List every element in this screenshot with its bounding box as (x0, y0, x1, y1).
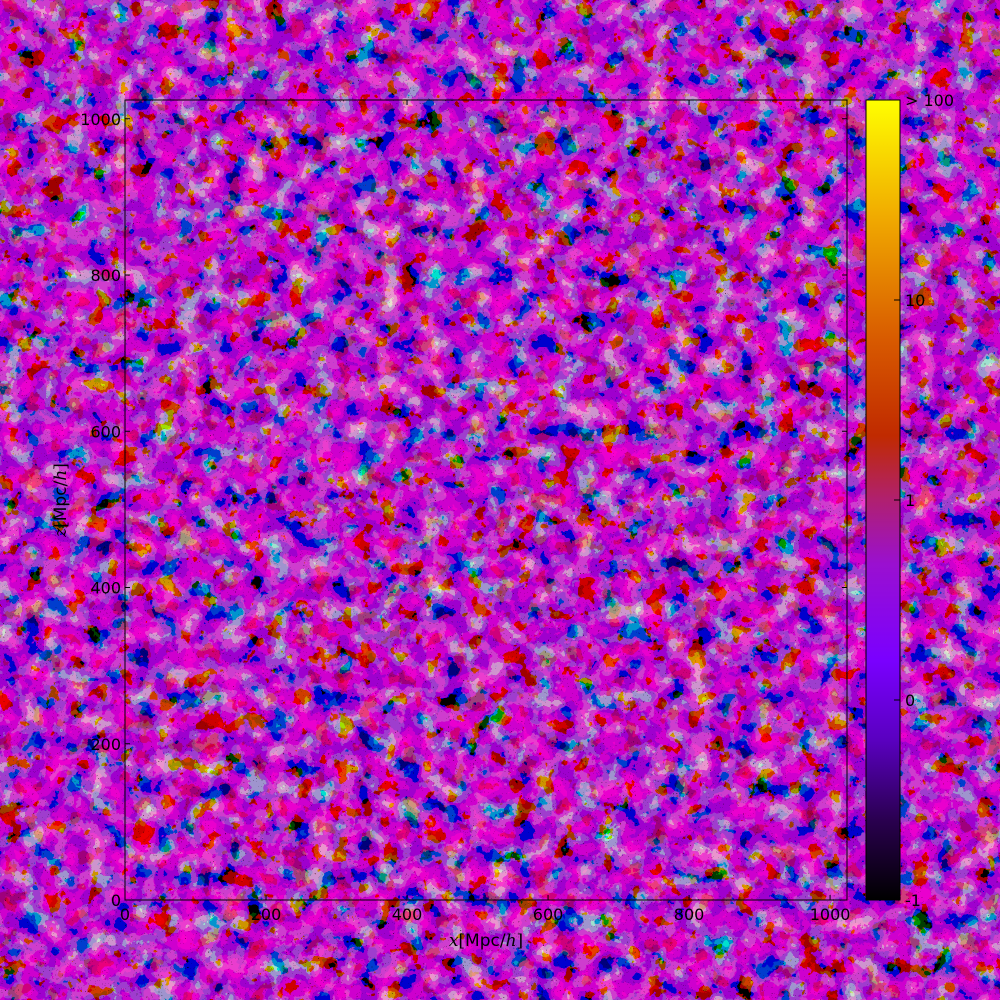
x-tick-label: 400 (392, 905, 423, 924)
density-heatmap (125, 100, 847, 900)
y-tick-label: 600 (90, 422, 121, 441)
x-tick-label: 0 (120, 905, 130, 924)
x-tick-label: 200 (251, 905, 282, 924)
chart-title: Slice through simulation box (overdensit… (160, 6, 840, 36)
y-tick-label: 200 (90, 735, 121, 754)
x-tick-label: 600 (533, 905, 564, 924)
colorbar-ticks: -1 0 1 10 > 100 (894, 91, 954, 910)
legend-item-nm: Nm =1024 (358, 63, 447, 86)
y-tick-label: 1000 (80, 110, 121, 129)
y-axis-label: z[Mpc/h] (51, 463, 71, 538)
x-tick-label: 1000 (810, 905, 851, 924)
y-axis: 0 200 400 600 800 1000 (80, 110, 847, 910)
x-tick-label: 800 (674, 905, 705, 924)
colorbar-tick-label: > 100 (905, 91, 954, 110)
y-tick-label: 800 (90, 266, 121, 285)
plot-frame (124, 99, 848, 901)
legend-item-l: L =1024 Mpc/h (547, 64, 679, 85)
legend: ZA: Nm =1024 Np =5123 L =1024 Mpc/h (300, 57, 698, 92)
legend-item-np: Np =5123 (456, 62, 538, 87)
colorbar-tick-label: 0 (905, 691, 915, 710)
y-tick-label: 0 (111, 891, 121, 910)
colorbar-tick-label: 10 (905, 291, 925, 310)
legend-prefix: ZA: (319, 64, 349, 85)
colorbar-tick-label: -1 (905, 891, 921, 910)
x-axis: 0 200 400 600 800 1000 (120, 100, 851, 924)
colorbar-tick-label: 1 (905, 491, 915, 510)
x-axis-label: x[Mpc/h] (449, 931, 523, 951)
y-tick-label: 400 (90, 579, 121, 598)
